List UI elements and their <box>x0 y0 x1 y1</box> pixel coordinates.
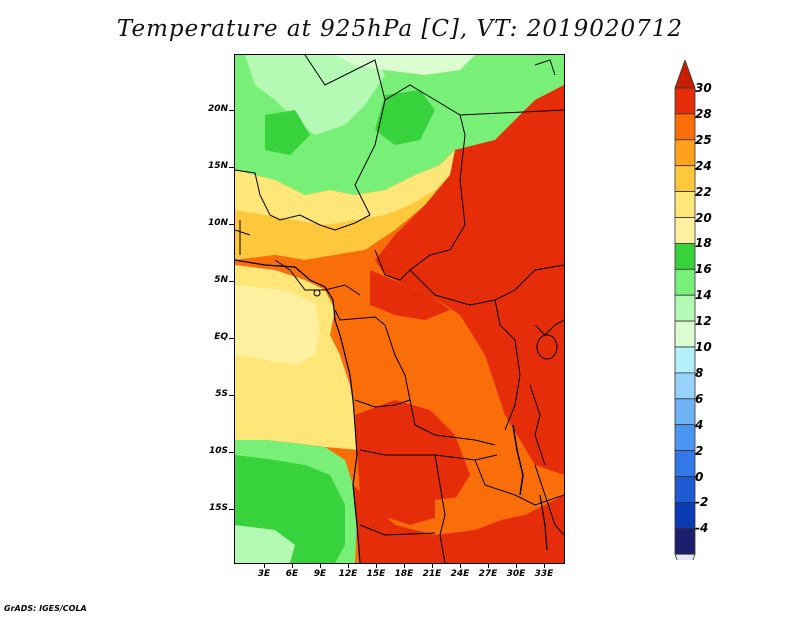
lon-tick <box>544 563 545 568</box>
lon-label-21e: 21E <box>422 569 442 579</box>
colorbar-label: -2 <box>695 495 709 510</box>
lon-label-27e: 27E <box>478 569 498 579</box>
colorbar-label: 4 <box>695 417 704 432</box>
colorbar-segment <box>674 527 696 555</box>
lon-tick <box>376 563 377 568</box>
lat-tick <box>229 338 235 339</box>
lat-label-15s: 15S <box>208 503 228 513</box>
lon-tick <box>432 563 433 568</box>
lat-tick <box>229 395 235 396</box>
region-south-pale <box>235 525 295 563</box>
colorbar-label: -4 <box>695 521 709 536</box>
colorbar-segment <box>674 139 696 167</box>
colorbar-label: 30 <box>695 81 712 95</box>
bioko-island <box>313 289 321 297</box>
lon-label-18e: 18E <box>394 569 414 579</box>
lat-label-eq: EQ <box>214 332 228 342</box>
colorbar-top-arrow <box>674 60 696 89</box>
lon-label-9e: 9E <box>313 569 327 579</box>
colorbar-segment <box>674 165 696 192</box>
colorbar-segment <box>674 87 696 115</box>
colorbar-label: 0 <box>695 469 704 484</box>
grads-credit: GrADS: IGES/COLA <box>4 604 87 613</box>
lon-label-15e: 15E <box>366 569 386 579</box>
colorbar-segment <box>674 372 696 400</box>
colorbar-segment <box>674 191 696 218</box>
lat-tick <box>229 167 235 168</box>
colorbar-bottom-arrow <box>674 553 696 560</box>
colorbar-label: 6 <box>695 391 704 406</box>
lon-tick <box>488 563 489 568</box>
lake-malawi <box>539 494 548 551</box>
colorbar-segment <box>674 217 696 244</box>
lon-label-33e: 33E <box>534 569 554 579</box>
colorbar-label: 28 <box>695 106 712 121</box>
lon-tick <box>404 563 405 568</box>
region-north-dark-green <box>375 90 435 145</box>
lon-tick <box>292 563 293 568</box>
colorbar-label: 18 <box>695 236 712 251</box>
lat-tick <box>229 281 235 282</box>
colorbar-label: 12 <box>695 314 712 329</box>
colorbar-label: 22 <box>695 184 712 199</box>
lon-label-6e: 6E <box>285 569 299 579</box>
region-east-hot <box>375 85 564 475</box>
country-boundaries <box>235 55 564 563</box>
lat-tick <box>229 509 235 510</box>
lat-label-10n: 10N <box>207 218 228 228</box>
region-southeast-orange <box>435 465 564 525</box>
lon-tick <box>348 563 349 568</box>
lon-label-30e: 30E <box>506 569 526 579</box>
lat-label-15n: 15N <box>207 161 228 171</box>
colorbar-segment <box>674 501 696 529</box>
region-north-pale <box>335 55 475 75</box>
lon-label-24e: 24E <box>450 569 470 579</box>
map-canvas <box>235 55 564 563</box>
lake-tanganyika <box>512 424 524 496</box>
colorbar-segment <box>674 476 696 503</box>
region-central-deep <box>370 270 450 320</box>
region-coastal-orange <box>235 250 385 300</box>
colorbar-label: 25 <box>695 132 712 147</box>
colorbar-segment <box>674 320 696 348</box>
lat-label-10s: 10S <box>208 446 228 456</box>
lon-label-3e: 3E <box>257 569 271 579</box>
colorbar-label: 8 <box>695 365 704 380</box>
colorbar-label: 20 <box>695 210 712 225</box>
colorbar-label: 16 <box>695 262 712 277</box>
colorbar-segment <box>674 242 696 270</box>
lat-label-5n: 5N <box>214 275 228 285</box>
lon-tick <box>516 563 517 568</box>
colorbar-segment <box>674 268 696 296</box>
colorbar-label: 10 <box>695 340 712 354</box>
lon-label-12e: 12E <box>338 569 358 579</box>
colorbar-segment <box>674 450 696 477</box>
region-north-dark-green-2 <box>265 110 310 155</box>
lat-tick <box>229 110 235 111</box>
lat-label-5s: 5S <box>215 389 228 399</box>
region-south-coast-red <box>353 485 564 563</box>
colorbar <box>674 60 696 560</box>
region-gulf-pale <box>235 285 320 365</box>
temperature-map <box>234 54 565 564</box>
lat-tick <box>229 224 235 225</box>
colorbar-label: 14 <box>695 288 712 303</box>
colorbar-segment <box>674 424 696 452</box>
region-sahel-orange <box>235 175 460 260</box>
colorbar-segment <box>674 294 696 322</box>
lon-tick <box>320 563 321 568</box>
lake-victoria <box>536 334 558 360</box>
lon-tick <box>460 563 461 568</box>
colorbar-segment <box>674 346 696 374</box>
lon-tick <box>264 563 265 568</box>
colorbar-segment <box>674 398 696 426</box>
lat-tick <box>229 452 235 453</box>
colorbar-label: 24 <box>695 158 712 173</box>
chart-title: Temperature at 925hPa [C], VT: 201902071… <box>116 16 684 42</box>
lat-label-20n: 20N <box>207 104 228 114</box>
region-north-light <box>245 55 385 135</box>
colorbar-segment <box>674 113 696 141</box>
colorbar-label: 2 <box>695 443 704 458</box>
